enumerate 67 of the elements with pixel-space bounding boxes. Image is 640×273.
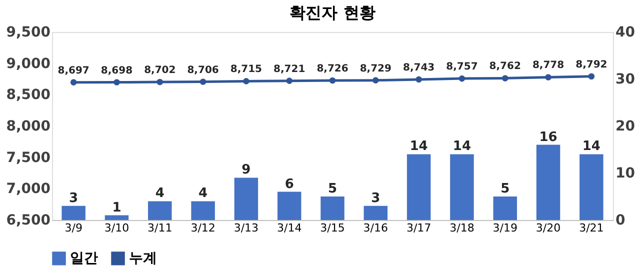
x-tick-label: 3/15 [320, 222, 345, 234]
data-label: 4 [155, 186, 164, 202]
data-label: 8,726 [316, 64, 348, 75]
data-label: 5 [328, 182, 338, 196]
x-tick-label: 3/19 [492, 222, 518, 234]
y-tick-label: 9,500 [6, 24, 51, 40]
data-label: 16 [539, 130, 558, 145]
x-tick-label: 3/21 [579, 222, 604, 234]
y-tick-label: 7,500 [6, 150, 51, 166]
y2-tick-label: 20 [616, 118, 636, 134]
data-label: 8,792 [576, 59, 608, 70]
data-label: 14 [582, 139, 600, 154]
bar [406, 154, 431, 220]
y2-tick-label: 0 [616, 212, 626, 228]
data-label: 5 [500, 182, 510, 196]
data-label: 9 [242, 162, 251, 178]
data-label: 8,697 [58, 65, 90, 76]
data-label: 14 [452, 139, 472, 154]
bar [364, 206, 388, 220]
x-tick-label: 3/17 [406, 222, 432, 234]
bar [450, 154, 474, 220]
x-tick-label: 3/11 [148, 222, 172, 234]
x-tick-label: 3/18 [450, 222, 474, 234]
data-label: 8,721 [274, 64, 306, 75]
x-tick-label: 3/9 [64, 222, 82, 234]
y-tick-label: 8,000 [6, 118, 51, 134]
y-tick-label: 9,000 [6, 56, 51, 72]
bar [234, 178, 258, 220]
x-tick-label: 3/16 [363, 222, 388, 234]
data-label: 4 [198, 186, 208, 202]
data-label: 8,715 [230, 64, 262, 76]
x-tick-label: 3/13 [234, 222, 259, 234]
data-label: 1 [112, 200, 122, 216]
data-label: 14 [410, 139, 428, 154]
x-tick-label: 3/20 [536, 222, 561, 234]
data-label: 8,778 [532, 60, 564, 72]
bar [62, 206, 86, 220]
x-tick-label: 3/12 [190, 222, 216, 234]
data-label: 6 [284, 176, 294, 192]
data-label: 3 [371, 190, 380, 206]
y2-tick-label: 10 [616, 166, 636, 182]
data-label: 8,743 [402, 62, 435, 74]
bar [320, 196, 344, 220]
data-label: 8,706 [187, 64, 219, 76]
y2-tick-label: 30 [616, 72, 636, 88]
bar [493, 196, 517, 220]
legend-label: 누계 [129, 250, 157, 266]
legend-label: 일간 [70, 250, 98, 266]
y-tick-label: 7,000 [6, 181, 51, 198]
data-label: 8,762 [489, 61, 521, 72]
data-label: 8,702 [144, 65, 176, 76]
bar [536, 144, 560, 220]
y2-tick-label: 40 [616, 24, 636, 40]
bar [148, 201, 172, 220]
x-tick-label: 3/10 [104, 222, 130, 234]
bar [191, 201, 215, 220]
bar [104, 215, 129, 220]
chart-title: 확진자 현황 [290, 3, 376, 22]
bar [277, 192, 302, 220]
y-tick-label: 6,500 [6, 212, 51, 228]
x-tick-label: 3/14 [276, 222, 302, 234]
data-label: 8,698 [100, 65, 133, 76]
bar [580, 154, 604, 220]
data-label: 3 [69, 190, 78, 206]
data-label: 8,757 [446, 62, 478, 73]
data-label: 8,729 [360, 63, 392, 74]
y-tick-label: 8,500 [6, 87, 51, 104]
